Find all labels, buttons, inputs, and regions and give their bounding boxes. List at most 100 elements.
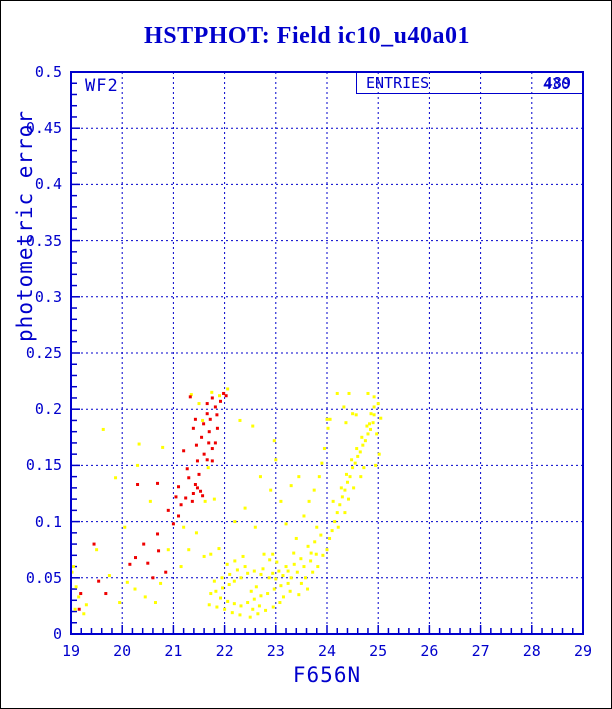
- red-data-point: [213, 441, 217, 445]
- red-data-point: [222, 391, 226, 395]
- yellow-data-point: [309, 551, 313, 555]
- yellow-data-point: [72, 565, 76, 569]
- red-data-point: [166, 508, 170, 512]
- yellow-data-point: [339, 486, 343, 490]
- red-data-point: [156, 532, 160, 536]
- yellow-data-point: [101, 427, 105, 431]
- yellow-data-point: [289, 576, 293, 580]
- red-data-point: [207, 441, 211, 445]
- red-data-point: [210, 396, 214, 400]
- yellow-data-point: [136, 463, 140, 467]
- red-data-point: [213, 405, 217, 409]
- yellow-data-point: [166, 548, 170, 552]
- yellow-data-point: [281, 574, 285, 578]
- yellow-data-point: [243, 565, 247, 569]
- chip-label: WF2: [85, 76, 119, 96]
- red-data-point: [97, 579, 101, 583]
- yellow-data-point: [259, 572, 263, 576]
- red-data-point: [187, 476, 191, 480]
- yellow-data-point: [254, 585, 258, 589]
- yellow-data-point: [249, 589, 253, 593]
- yellow-data-point: [95, 548, 99, 552]
- yellow-data-point: [241, 554, 245, 558]
- yellow-data-point: [348, 475, 352, 479]
- red-data-point: [210, 459, 214, 463]
- yellow-data-point: [340, 495, 344, 499]
- yellow-data-point: [114, 476, 118, 480]
- yellow-data-point: [209, 592, 213, 596]
- x-tick-label: 29: [573, 642, 593, 660]
- x-axis-title: F656N: [292, 663, 362, 687]
- yellow-data-point: [159, 581, 163, 585]
- red-data-point: [195, 459, 199, 463]
- yellow-data-point: [281, 595, 285, 599]
- yellow-data-point: [355, 447, 359, 451]
- red-data-point: [134, 556, 138, 560]
- red-data-point: [146, 561, 150, 565]
- yellow-data-point: [303, 576, 307, 580]
- entries-count-primary: 489: [543, 74, 571, 92]
- yellow-data-point: [366, 432, 370, 436]
- red-data-point: [179, 503, 183, 507]
- red-data-point: [177, 485, 181, 489]
- red-data-point: [156, 481, 160, 485]
- plot-frame: [70, 71, 584, 635]
- yellow-data-point: [278, 601, 282, 605]
- yellow-data-point: [279, 499, 283, 503]
- yellow-data-point: [148, 499, 152, 503]
- yellow-data-point: [206, 466, 210, 470]
- yellow-data-point: [319, 533, 323, 537]
- yellow-data-point: [379, 416, 383, 420]
- yellow-data-point: [289, 484, 293, 488]
- yellow-data-point: [201, 418, 205, 422]
- yellow-data-point: [256, 612, 260, 616]
- yellow-data-point: [261, 567, 265, 571]
- yellow-data-point: [333, 520, 337, 524]
- yellow-data-point: [359, 475, 363, 479]
- x-tick-label: 25: [369, 642, 388, 660]
- x-tick-label: 24: [317, 642, 337, 660]
- red-data-point: [142, 542, 146, 546]
- yellow-data-point: [338, 503, 342, 507]
- yellow-data-point: [358, 450, 362, 454]
- yellow-data-point: [248, 615, 252, 619]
- yellow-data-point: [125, 580, 129, 584]
- yellow-data-point: [306, 544, 310, 548]
- yellow-data-point: [251, 424, 255, 428]
- yellow-data-point: [356, 454, 360, 458]
- x-tick-label: 26: [420, 642, 439, 660]
- y-axis-title: photometric error: [13, 110, 37, 342]
- yellow-data-point: [344, 421, 348, 425]
- yellow-data-point: [288, 589, 292, 593]
- yellow-data-point: [233, 559, 237, 563]
- y-axis-tick-labels: 0 0.05 0.1 0.15 0.2 0.25 0.3 0.35 0.4 0.45 0.5: [1, 65, 64, 642]
- yellow-data-point: [330, 529, 334, 533]
- red-data-point: [191, 426, 195, 430]
- yellow-data-point: [262, 552, 266, 556]
- yellow-data-point: [74, 585, 78, 589]
- yellow-data-point: [239, 576, 243, 580]
- yellow-data-point: [277, 569, 281, 573]
- yellow-data-point: [226, 599, 230, 603]
- yellow-data-point: [375, 432, 379, 436]
- red-data-point: [174, 495, 178, 499]
- yellow-data-point: [371, 421, 375, 425]
- y-tick-label: 0.45: [25, 119, 62, 138]
- yellow-data-point: [369, 427, 373, 431]
- y-tick-label: 0.35: [25, 231, 62, 250]
- red-data-point: [205, 402, 209, 406]
- yellow-data-point: [343, 511, 347, 515]
- yellow-data-point: [377, 452, 381, 456]
- yellow-data-point: [207, 603, 211, 607]
- yellow-data-point: [353, 461, 357, 465]
- red-data-point: [164, 570, 168, 574]
- red-data-point: [77, 607, 81, 611]
- yellow-data-point: [367, 422, 371, 426]
- red-data-point: [205, 458, 209, 462]
- red-data-point: [184, 496, 188, 500]
- yellow-data-point: [292, 551, 296, 555]
- yellow-data-point: [299, 581, 303, 585]
- entries-stats-box: ENTRIES 430 489: [356, 72, 583, 94]
- yellow-data-point: [372, 405, 376, 409]
- yellow-data-point: [271, 571, 275, 575]
